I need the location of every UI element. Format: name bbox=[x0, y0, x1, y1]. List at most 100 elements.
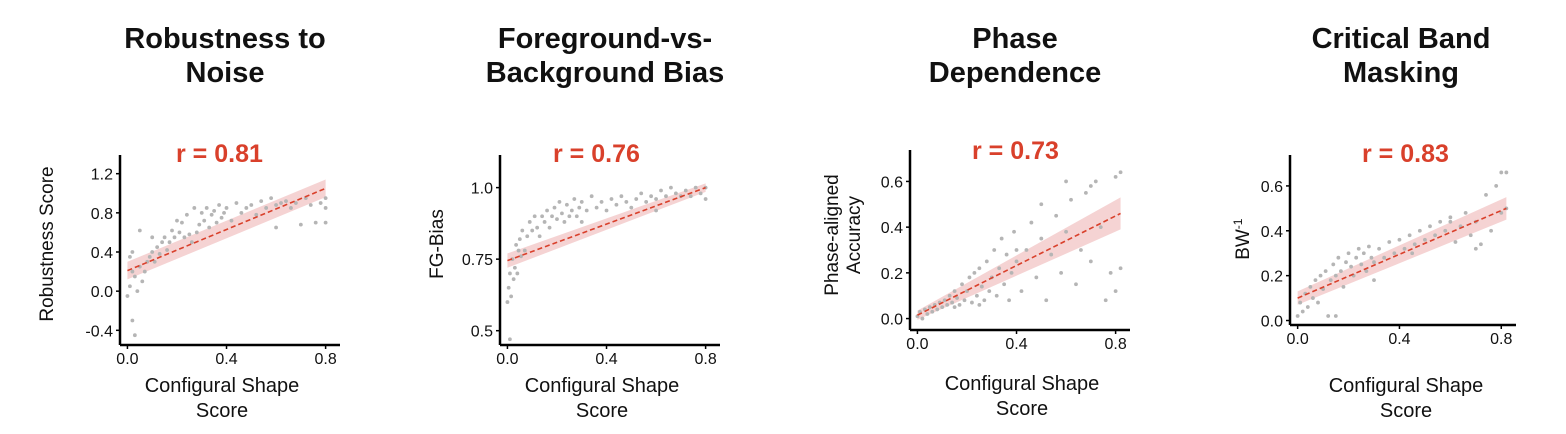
data-point bbox=[955, 296, 959, 300]
data-point bbox=[522, 248, 527, 253]
data-point bbox=[511, 277, 516, 282]
data-point bbox=[1504, 170, 1509, 175]
data-point bbox=[1295, 314, 1300, 318]
data-point bbox=[219, 215, 224, 220]
data-point bbox=[323, 196, 328, 201]
data-point bbox=[654, 197, 658, 201]
data-point bbox=[599, 200, 604, 204]
data-point bbox=[157, 252, 162, 256]
data-point bbox=[1088, 184, 1093, 188]
data-point bbox=[1098, 225, 1103, 230]
data-point bbox=[614, 202, 619, 207]
data-point bbox=[165, 248, 169, 252]
data-point bbox=[1039, 202, 1044, 207]
data-point bbox=[1316, 300, 1320, 305]
data-point bbox=[1118, 170, 1123, 175]
data-point bbox=[152, 259, 157, 264]
data-point bbox=[1313, 278, 1318, 283]
data-point bbox=[1412, 242, 1417, 247]
data-point bbox=[564, 202, 569, 207]
data-point bbox=[172, 235, 177, 240]
y-axis-label-superscript: -1 bbox=[1230, 218, 1245, 230]
data-point bbox=[1433, 233, 1437, 238]
data-point bbox=[999, 236, 1004, 241]
data-point bbox=[1354, 255, 1359, 260]
data-point bbox=[579, 220, 584, 224]
data-point bbox=[1359, 262, 1364, 267]
data-point bbox=[1029, 220, 1034, 225]
data-point bbox=[577, 205, 582, 210]
data-point bbox=[308, 203, 313, 207]
y-axis-label-line: Accuracy bbox=[844, 195, 865, 275]
data-point bbox=[1372, 260, 1376, 265]
x-tick-label: 0.0 bbox=[1287, 331, 1309, 348]
data-point bbox=[594, 205, 599, 210]
data-point bbox=[1049, 252, 1054, 257]
regression-line bbox=[507, 186, 706, 262]
data-point bbox=[284, 199, 288, 203]
data-point bbox=[935, 307, 940, 312]
data-point bbox=[224, 206, 229, 210]
data-point bbox=[150, 235, 155, 240]
data-point bbox=[1410, 251, 1415, 256]
data-point bbox=[589, 194, 594, 199]
y-axis-label: BW-1 bbox=[1227, 209, 1255, 269]
data-point bbox=[527, 220, 532, 224]
data-point bbox=[1300, 309, 1305, 314]
data-point bbox=[137, 228, 142, 233]
data-point bbox=[967, 275, 972, 280]
data-point bbox=[1323, 269, 1328, 274]
data-point bbox=[572, 197, 577, 201]
data-point bbox=[1024, 248, 1029, 252]
data-point bbox=[1333, 314, 1338, 318]
x-tick-label: 0.8 bbox=[1104, 336, 1126, 353]
y-tick-label: 0.75 bbox=[462, 252, 493, 269]
data-point bbox=[1336, 255, 1341, 260]
x-axis-label-line: Configural Shape bbox=[144, 375, 300, 397]
data-point bbox=[212, 208, 217, 213]
data-point bbox=[584, 208, 589, 213]
data-point bbox=[234, 201, 239, 205]
data-point bbox=[1079, 248, 1083, 252]
data-point bbox=[1463, 210, 1468, 215]
data-point bbox=[1367, 244, 1371, 249]
data-point bbox=[1438, 219, 1443, 224]
data-point bbox=[209, 212, 214, 217]
data-point bbox=[1468, 233, 1473, 238]
data-point bbox=[1346, 251, 1351, 256]
data-point bbox=[197, 222, 202, 227]
data-point bbox=[298, 222, 303, 227]
confidence-band bbox=[1297, 197, 1507, 305]
data-point bbox=[128, 254, 132, 259]
data-point bbox=[1064, 179, 1068, 184]
data-point bbox=[649, 194, 654, 199]
data-point bbox=[1331, 262, 1336, 267]
x-tick-label: 0.4 bbox=[1388, 331, 1410, 348]
data-point bbox=[254, 212, 259, 217]
data-point bbox=[927, 305, 932, 310]
data-point bbox=[634, 197, 639, 201]
data-point bbox=[1326, 314, 1331, 318]
data-point bbox=[508, 271, 512, 276]
data-point bbox=[1103, 298, 1108, 303]
data-point bbox=[508, 337, 512, 342]
data-point bbox=[222, 210, 226, 215]
data-point bbox=[182, 235, 187, 240]
data-point bbox=[619, 194, 624, 199]
data-point bbox=[1341, 284, 1346, 289]
data-point bbox=[207, 225, 212, 230]
data-point bbox=[542, 220, 547, 224]
data-point bbox=[1108, 270, 1113, 275]
data-point bbox=[698, 191, 703, 196]
correlation-annotation: r = 0.73 bbox=[972, 137, 1059, 165]
data-point bbox=[1397, 237, 1402, 242]
data-point bbox=[688, 194, 693, 199]
data-point bbox=[1059, 270, 1064, 275]
data-point bbox=[1333, 273, 1338, 278]
data-point bbox=[1318, 273, 1323, 278]
chart-title-line: Background Bias bbox=[485, 57, 725, 89]
data-point bbox=[962, 298, 967, 303]
data-point bbox=[654, 208, 658, 213]
data-point bbox=[512, 265, 517, 270]
data-point bbox=[514, 242, 519, 247]
